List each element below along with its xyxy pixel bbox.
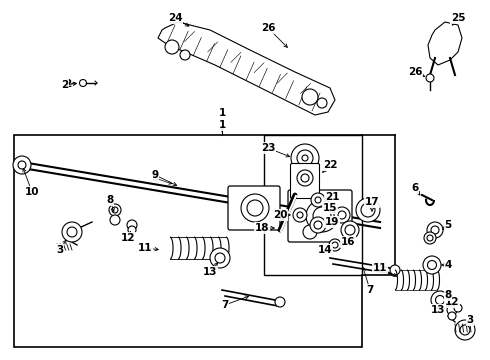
Circle shape (297, 212, 303, 218)
Text: 3: 3 (466, 315, 474, 325)
Circle shape (431, 291, 449, 309)
Circle shape (427, 222, 443, 238)
Circle shape (317, 98, 327, 108)
Text: 26: 26 (408, 67, 422, 77)
Circle shape (423, 256, 441, 274)
Text: 26: 26 (261, 23, 275, 33)
Circle shape (436, 296, 444, 305)
Text: 25: 25 (451, 13, 465, 23)
Circle shape (210, 248, 230, 268)
Circle shape (310, 217, 326, 233)
Text: 8: 8 (106, 195, 114, 205)
Circle shape (311, 193, 325, 207)
Text: 18: 18 (255, 223, 269, 233)
Text: 13: 13 (431, 305, 445, 315)
Circle shape (112, 207, 118, 213)
Circle shape (306, 200, 338, 232)
Circle shape (18, 161, 26, 169)
Circle shape (454, 304, 462, 312)
Circle shape (128, 226, 136, 234)
Polygon shape (428, 22, 462, 65)
Circle shape (448, 312, 456, 320)
Text: 15: 15 (323, 203, 337, 213)
Circle shape (313, 207, 331, 225)
Circle shape (303, 225, 317, 239)
Text: 1: 1 (219, 120, 225, 130)
Circle shape (427, 235, 433, 241)
Text: 6: 6 (412, 183, 418, 193)
FancyBboxPatch shape (291, 163, 319, 198)
Text: 7: 7 (367, 285, 374, 295)
Circle shape (341, 221, 359, 239)
Circle shape (293, 208, 307, 222)
Circle shape (241, 194, 269, 222)
Text: 7: 7 (221, 300, 229, 310)
Circle shape (79, 80, 87, 86)
Text: 22: 22 (323, 160, 337, 170)
Circle shape (426, 74, 434, 82)
FancyBboxPatch shape (288, 190, 352, 242)
Text: 2: 2 (64, 79, 72, 89)
Circle shape (332, 242, 338, 248)
Circle shape (302, 89, 318, 105)
Text: 16: 16 (341, 237, 355, 247)
Circle shape (455, 320, 475, 340)
Text: 1: 1 (219, 108, 225, 118)
FancyBboxPatch shape (14, 135, 362, 347)
Circle shape (334, 207, 350, 223)
Circle shape (62, 222, 82, 242)
Text: 13: 13 (203, 267, 217, 277)
Text: 10: 10 (25, 187, 39, 197)
Text: 11: 11 (373, 263, 387, 273)
Circle shape (291, 144, 319, 172)
Text: 11: 11 (138, 243, 152, 253)
Circle shape (301, 174, 309, 182)
Text: 24: 24 (168, 13, 182, 23)
Circle shape (356, 198, 380, 222)
Circle shape (165, 40, 179, 54)
Circle shape (13, 156, 31, 174)
Circle shape (302, 155, 308, 161)
Circle shape (109, 204, 121, 216)
Text: 20: 20 (273, 210, 287, 220)
Text: 2: 2 (61, 80, 69, 90)
Circle shape (215, 253, 225, 263)
Text: 21: 21 (325, 192, 339, 202)
FancyBboxPatch shape (228, 186, 280, 230)
Circle shape (329, 239, 341, 251)
Text: 8: 8 (444, 290, 452, 300)
Circle shape (67, 227, 77, 237)
Circle shape (390, 265, 400, 275)
Text: 19: 19 (325, 217, 339, 227)
Circle shape (361, 203, 375, 217)
Circle shape (460, 325, 470, 335)
Circle shape (180, 50, 190, 60)
Text: 14: 14 (318, 245, 332, 255)
Text: 5: 5 (444, 220, 452, 230)
Circle shape (315, 197, 321, 203)
Text: 17: 17 (365, 197, 379, 207)
Circle shape (275, 297, 285, 307)
Text: 12: 12 (445, 297, 459, 307)
Circle shape (345, 225, 355, 235)
Text: 9: 9 (151, 173, 159, 183)
Circle shape (338, 211, 346, 219)
Circle shape (431, 226, 439, 234)
Text: 9: 9 (151, 170, 159, 180)
Circle shape (297, 150, 313, 166)
Circle shape (424, 232, 436, 244)
Text: 3: 3 (56, 245, 64, 255)
Text: 4: 4 (444, 260, 452, 270)
Circle shape (427, 261, 437, 270)
Circle shape (110, 215, 120, 225)
Text: 23: 23 (261, 143, 275, 153)
FancyBboxPatch shape (264, 135, 362, 275)
Circle shape (314, 221, 322, 229)
Circle shape (127, 220, 137, 230)
Polygon shape (158, 22, 335, 115)
Circle shape (447, 305, 457, 315)
Text: 12: 12 (121, 233, 135, 243)
Circle shape (297, 170, 313, 186)
Circle shape (247, 200, 263, 216)
